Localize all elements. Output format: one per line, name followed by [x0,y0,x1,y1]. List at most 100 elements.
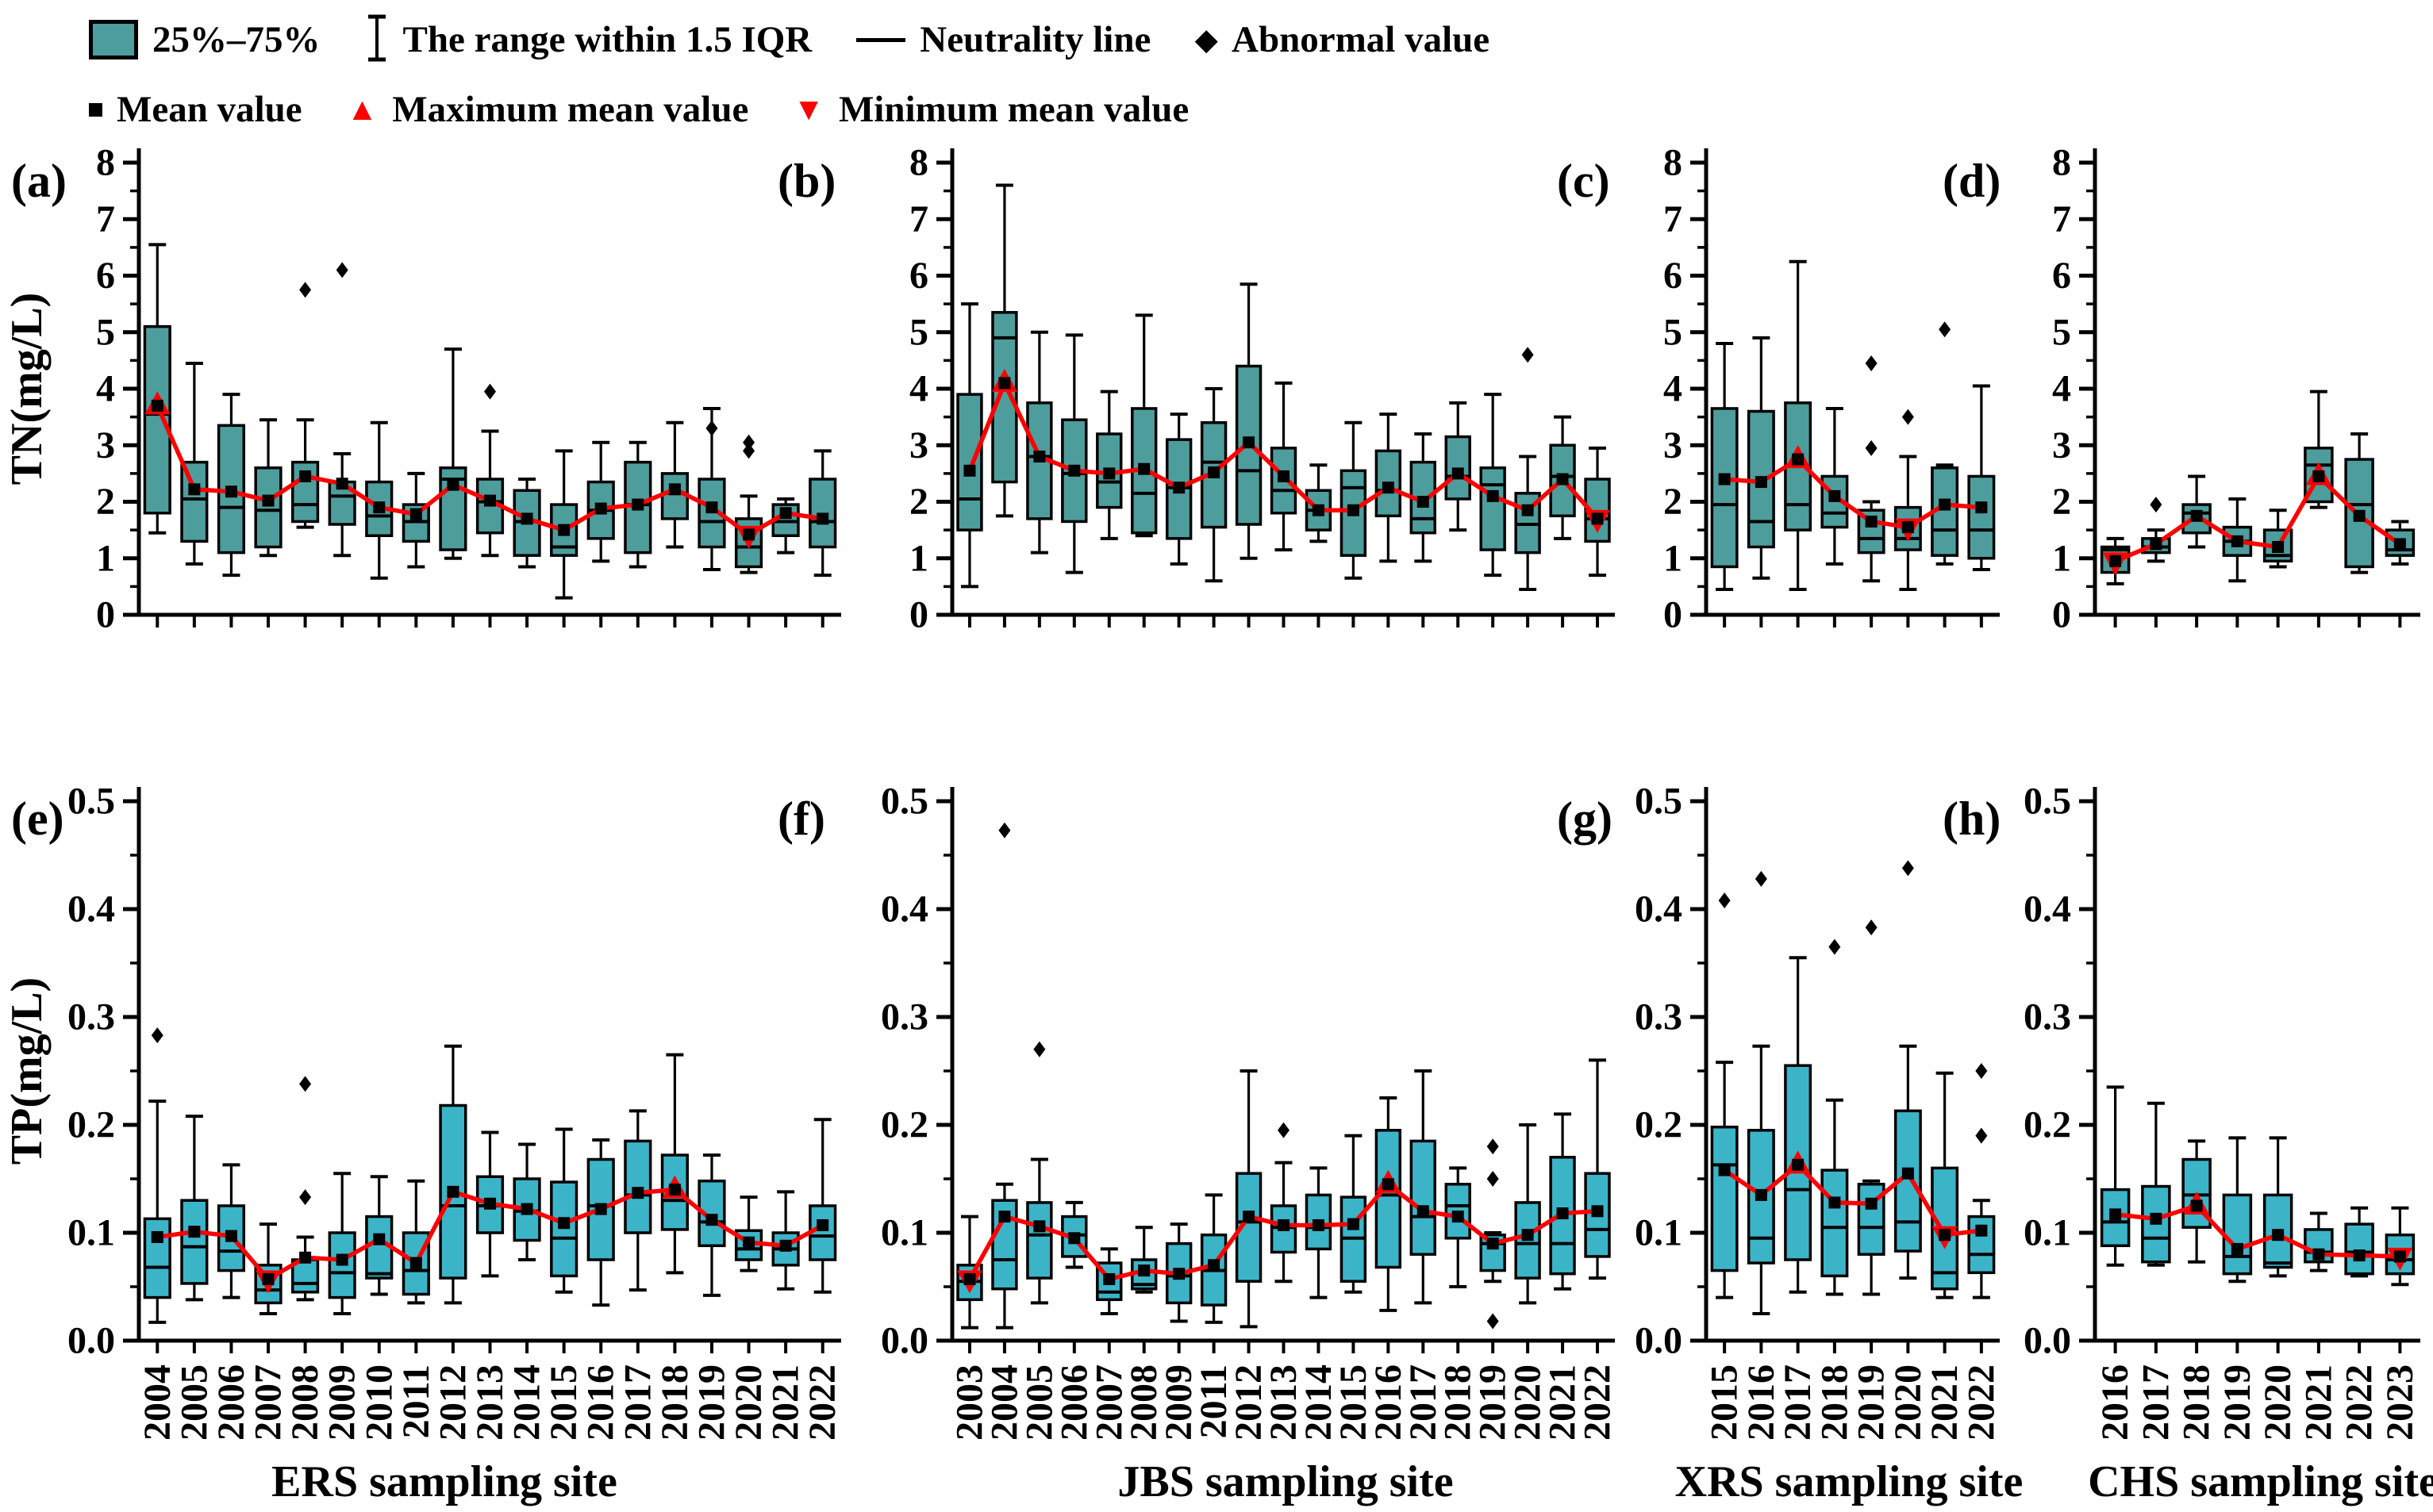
mean-marker [1521,504,1534,516]
box-JBS-2016 [1374,1129,1402,1269]
outlier-diamond [1865,439,1878,456]
mean-marker [188,483,201,496]
box-ERS-2007 [254,466,283,549]
mean-marker [1975,501,1988,514]
y-tick-label: 2 [909,481,928,523]
x-tick-label: 2015 [1332,1364,1374,1441]
box-JBS-2012 [1235,364,1263,526]
legend-label: Mean value [117,89,302,130]
mean-line [2115,1203,2400,1259]
outlier-diamond [1901,860,1914,877]
y-tick-label: 0.5 [67,781,115,823]
x-tick-label: 2010 [358,1364,400,1441]
box-ERS-2018 [660,472,689,520]
mean-marker [1755,1188,1767,1201]
y-tick-label: 0.4 [1635,888,1682,931]
mean-marker [262,1272,275,1285]
x-tick-label: 2003 [948,1364,990,1441]
x-tick-label: 2015 [543,1364,585,1441]
mean-marker [262,494,275,507]
panel-e: 0.00.10.20.30.40.5(e)TP(mg/L)20042005200… [2,781,844,1507]
y-tick-label: 5 [909,311,928,353]
legend: 25%–75% The range within 1.5 IQR Neutralit… [89,5,1489,144]
mean-marker [1416,496,1429,508]
y-tick-label: 0.0 [67,1320,115,1362]
box-CHS-2018 [2181,503,2212,535]
x-tick-label: 2004 [983,1364,1025,1441]
mean-marker [2393,1250,2406,1263]
box-JBS-2017 [1409,1139,1436,1256]
legend-item-row2-1: ▲ Maximum mean value [347,88,749,131]
mean-line [1723,1161,1982,1238]
panel-letter-f: (f) [778,792,825,845]
y-tick-label: 0.5 [1635,781,1682,823]
mean-marker [1416,1205,1429,1218]
x-tick-label: 2020 [728,1364,770,1441]
box-XRS-2018 [1820,1169,1849,1278]
mean-marker [1901,1167,1914,1180]
mean-marker [1865,1197,1878,1210]
y-tick-label: 2 [96,481,115,523]
y-tick-label: 1 [909,537,928,579]
x-axis-title-ERS: ERS sampling site [271,1457,617,1506]
y-tick-label: 0.3 [881,996,928,1038]
x-tick-label: 2009 [321,1364,363,1441]
box-JBS-2021 [1549,1156,1576,1276]
mean-marker [151,1230,163,1243]
y-tick-label: 4 [96,368,115,410]
mean-marker [1828,1196,1841,1209]
legend-item-row1-1: The range within 1.5 IQR [365,13,812,67]
y-tick-label: 5 [96,311,115,353]
mean-line [2114,472,2401,563]
y-tick-label: 8 [96,142,115,184]
mean-marker [705,501,718,514]
box-JBS-2013 [1270,1204,1297,1254]
mean-marker [1103,1272,1116,1285]
mean-marker [373,501,386,514]
mean-marker [1792,1158,1805,1171]
box-ERS-2004 [143,1217,171,1299]
mean-marker [1312,504,1324,516]
y-tick-label: 5 [1663,311,1682,353]
mean-marker [632,498,644,511]
mean-marker [1718,1164,1731,1176]
y-tick-label: 8 [909,142,928,184]
y-tick-label: 1 [2052,537,2071,579]
y-tick-label: 0.0 [881,1320,928,1362]
y-tick-label: 0.1 [2024,1212,2071,1254]
mean-marker [225,485,237,498]
panel-c: 0 1 2 3 4 5 6 7 8 (c) [1557,142,2000,636]
mean-marker [1521,1229,1534,1241]
mean-marker [594,1203,607,1215]
mean-marker [2231,535,2243,547]
box-ERS-2010 [365,1215,394,1280]
y-tick-label: 0.1 [881,1212,928,1254]
mean-marker [743,1236,755,1249]
mean-marker [2150,1212,2162,1225]
mean-marker [1068,1232,1081,1245]
mean-marker [1556,1207,1569,1220]
y-tick-label: 1 [96,537,115,579]
y-tick-label: 0.0 [2024,1320,2071,1362]
x-tick-label: 2018 [654,1364,696,1441]
panel-letter-b: (b) [778,155,836,207]
mean-marker [1382,482,1394,494]
mean-marker [817,512,829,525]
mean-marker [1278,1218,1290,1231]
x-tick-label: 2019 [2216,1364,2258,1441]
mean-marker [1033,451,1046,462]
mean-marker [1312,1218,1324,1231]
x-tick-label: 2008 [1123,1364,1165,1441]
mean-marker [1792,453,1805,466]
y-tick-label: 0.5 [2024,781,2071,823]
mean-marker [1243,1211,1255,1223]
panel-b: 0 1 2 3 4 5 6 7 8 (b) [778,142,1615,636]
outlier-diamond [1486,1138,1499,1155]
x-tick-label: 2017 [2135,1364,2177,1441]
mean-marker [151,399,163,412]
mean-marker [1382,1178,1394,1191]
y-tick-label: 6 [1663,255,1682,297]
panel-letter-h: (h) [1943,792,2001,845]
y-tick-label: 0.4 [881,888,928,931]
outlier-diamond [299,1076,312,1092]
